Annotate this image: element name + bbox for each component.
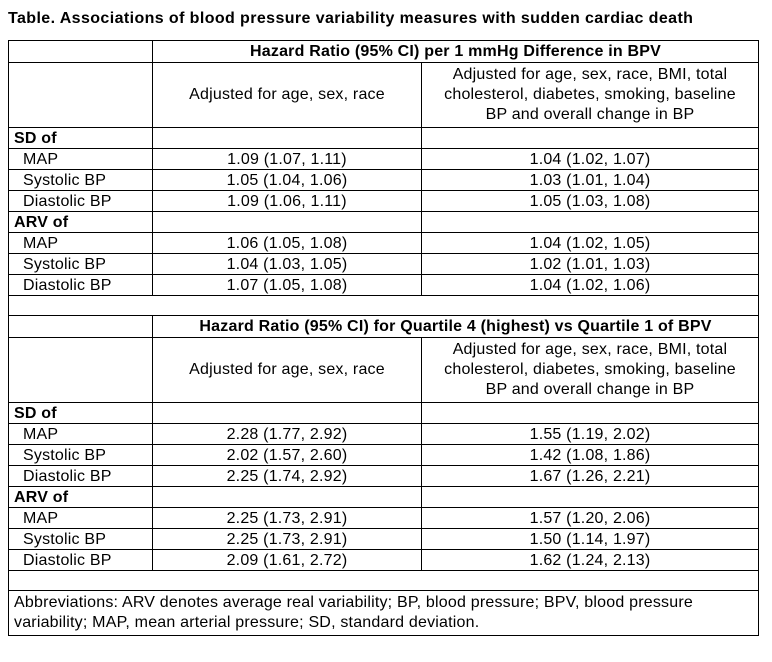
section-label: ARV of (8, 486, 153, 508)
hr-value-basic: 1.09 (1.07, 1.11) (152, 148, 422, 170)
panel2-subheader-basic: Adjusted for age, sex, race (152, 337, 422, 403)
table-row: Systolic BP 1.05 (1.04, 1.06) 1.03 (1.01… (8, 169, 760, 191)
section-label: SD of (8, 402, 153, 424)
row-label: Diastolic BP (8, 465, 153, 487)
section-label: SD of (8, 127, 153, 149)
empty-cell (420, 127, 760, 149)
table-row: Hazard Ratio (95% CI) per 1 mmHg Differe… (8, 40, 760, 63)
row-label: Diastolic BP (8, 274, 153, 296)
hr-value-basic: 1.07 (1.05, 1.08) (152, 274, 422, 296)
hr-value-full: 1.02 (1.01, 1.03) (420, 253, 760, 275)
hr-value-full: 1.03 (1.01, 1.04) (420, 169, 760, 191)
empty-cell (420, 486, 760, 508)
row-label: Systolic BP (8, 444, 153, 466)
panel2-header: Hazard Ratio (95% CI) for Quartile 4 (hi… (151, 315, 760, 338)
panel1-subheader-full: Adjusted for age, sex, race, BMI, total … (420, 62, 760, 128)
section-row: ARV of (8, 486, 760, 508)
corner-cell-empty (8, 40, 153, 63)
hr-value-basic: 1.09 (1.06, 1.11) (152, 190, 422, 212)
hr-value-full: 1.55 (1.19, 2.02) (420, 423, 760, 445)
row-label: Systolic BP (8, 169, 153, 191)
hr-value-basic: 2.02 (1.57, 2.60) (152, 444, 422, 466)
spacer-row (7, 570, 760, 591)
hr-value-full: 1.04 (1.02, 1.05) (420, 232, 760, 254)
page: Table. Associations of blood pressure va… (7, 10, 760, 636)
panel1-subheader-basic: Adjusted for age, sex, race (152, 62, 422, 128)
table-row: Diastolic BP 1.07 (1.05, 1.08) 1.04 (1.0… (8, 274, 760, 296)
hr-value-full: 1.05 (1.03, 1.08) (420, 190, 760, 212)
bpv-associations-table: Hazard Ratio (95% CI) per 1 mmHg Differe… (7, 40, 760, 636)
corner-cell-empty (8, 62, 153, 128)
corner-cell-empty (8, 315, 153, 338)
hr-value-full: 1.42 (1.08, 1.86) (420, 444, 760, 466)
row-label: MAP (8, 148, 153, 170)
corner-cell-empty (8, 337, 153, 403)
empty-cell (152, 127, 422, 149)
hr-value-basic: 1.05 (1.04, 1.06) (152, 169, 422, 191)
spacer-row (7, 295, 760, 316)
row-label: Diastolic BP (8, 549, 153, 571)
row-label: Diastolic BP (8, 190, 153, 212)
section-row: ARV of (8, 211, 760, 233)
panel1-header: Hazard Ratio (95% CI) per 1 mmHg Differe… (151, 40, 760, 63)
table-row: Diastolic BP 1.09 (1.06, 1.11) 1.05 (1.0… (8, 190, 760, 212)
table-row: MAP 1.09 (1.07, 1.11) 1.04 (1.02, 1.07) (8, 148, 760, 170)
empty-cell (420, 402, 760, 424)
hr-value-basic: 2.25 (1.73, 2.91) (152, 528, 422, 550)
spacer-cell (7, 295, 760, 316)
panel2-subheader-full: Adjusted for age, sex, race, BMI, total … (420, 337, 760, 403)
hr-value-full: 1.50 (1.14, 1.97) (420, 528, 760, 550)
hr-value-basic: 2.25 (1.73, 2.91) (152, 507, 422, 529)
hr-value-full: 1.04 (1.02, 1.06) (420, 274, 760, 296)
table-row: Systolic BP 1.04 (1.03, 1.05) 1.02 (1.01… (8, 253, 760, 275)
table-row: Adjusted for age, sex, race Adjusted for… (8, 337, 760, 403)
table-row: Diastolic BP 2.09 (1.61, 2.72) 1.62 (1.2… (8, 549, 760, 571)
table-row: Systolic BP 2.25 (1.73, 2.91) 1.50 (1.14… (8, 528, 760, 550)
section-label: ARV of (8, 211, 153, 233)
row-label: MAP (8, 232, 153, 254)
row-label: MAP (8, 423, 153, 445)
table-row: MAP 2.28 (1.77, 2.92) 1.55 (1.19, 2.02) (8, 423, 760, 445)
hr-value-full: 1.57 (1.20, 2.06) (420, 507, 760, 529)
hr-value-basic: 2.09 (1.61, 2.72) (152, 549, 422, 571)
table-row: Diastolic BP 2.25 (1.74, 2.92) 1.67 (1.2… (8, 465, 760, 487)
hr-value-basic: 1.04 (1.03, 1.05) (152, 253, 422, 275)
hr-value-basic: 1.06 (1.05, 1.08) (152, 232, 422, 254)
hr-value-basic: 2.28 (1.77, 2.92) (152, 423, 422, 445)
empty-cell (152, 211, 422, 233)
section-row: SD of (8, 127, 760, 149)
section-row: SD of (8, 402, 760, 424)
empty-cell (152, 486, 422, 508)
row-label: Systolic BP (8, 253, 153, 275)
abbreviations-footnote: Abbreviations: ARV denotes average real … (7, 590, 760, 636)
row-label: Systolic BP (8, 528, 153, 550)
hr-value-full: 1.62 (1.24, 2.13) (420, 549, 760, 571)
spacer-cell (7, 570, 760, 591)
footnote-row: Abbreviations: ARV denotes average real … (7, 590, 760, 636)
hr-value-full: 1.67 (1.26, 2.21) (420, 465, 760, 487)
table-row: MAP 2.25 (1.73, 2.91) 1.57 (1.20, 2.06) (8, 507, 760, 529)
hr-value-full: 1.04 (1.02, 1.07) (420, 148, 760, 170)
table-row: Adjusted for age, sex, race Adjusted for… (8, 62, 760, 128)
empty-cell (152, 402, 422, 424)
table-row: MAP 1.06 (1.05, 1.08) 1.04 (1.02, 1.05) (8, 232, 760, 254)
row-label: MAP (8, 507, 153, 529)
table-row: Hazard Ratio (95% CI) for Quartile 4 (hi… (8, 315, 760, 338)
empty-cell (420, 211, 760, 233)
table-row: Systolic BP 2.02 (1.57, 2.60) 1.42 (1.08… (8, 444, 760, 466)
hr-value-basic: 2.25 (1.74, 2.92) (152, 465, 422, 487)
page-title: Table. Associations of blood pressure va… (8, 10, 694, 27)
